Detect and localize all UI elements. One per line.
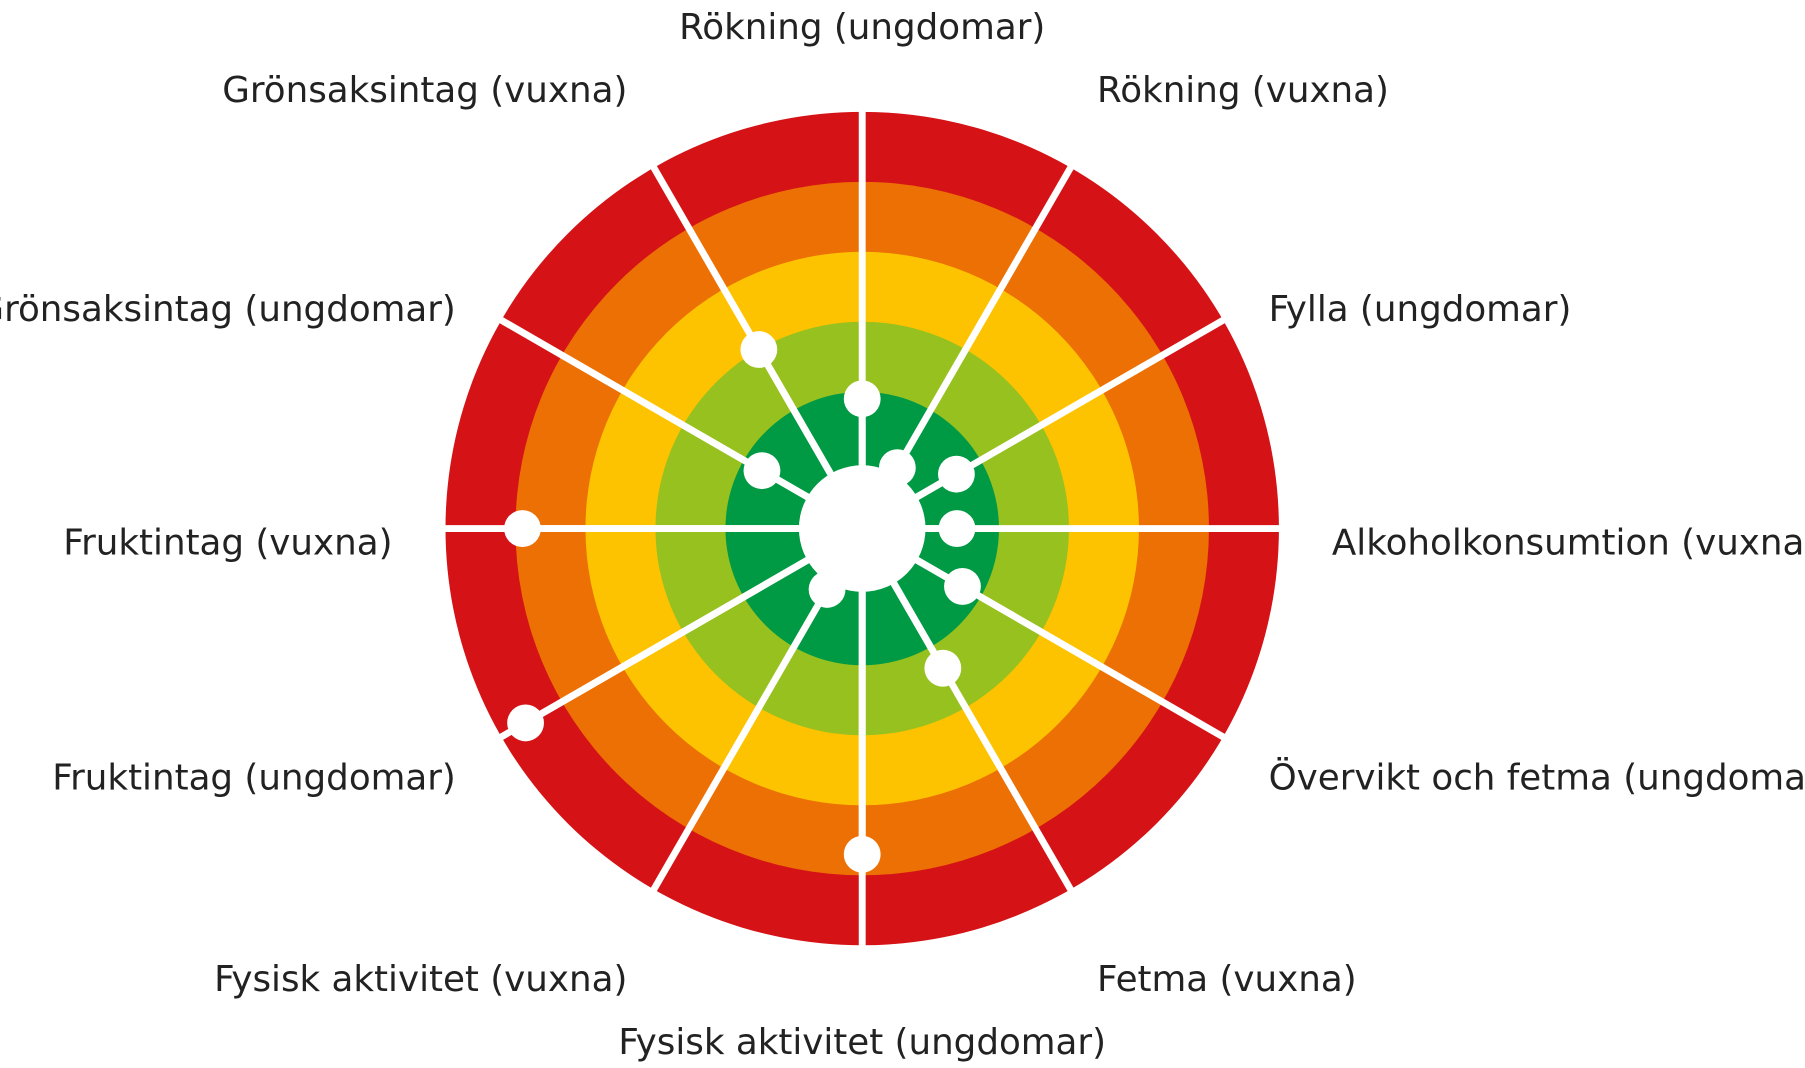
category-label: Fylla (ungdomar) [1269, 289, 1572, 330]
dot [504, 510, 541, 547]
dot [843, 380, 881, 418]
dot [743, 452, 781, 490]
dot [878, 449, 916, 487]
dot [843, 835, 881, 873]
dot [944, 568, 981, 605]
category-label: Fysisk aktivitet (ungdomar) [618, 1022, 1106, 1063]
dot-stem [755, 347, 866, 531]
category-label: Fysisk aktivitet (vuxna) [214, 959, 627, 1000]
dot [924, 649, 962, 687]
dot-stem [860, 525, 965, 590]
category-label: Övervikt och fetma (ungdomar) [1269, 756, 1805, 798]
dot [938, 510, 976, 547]
dot-stem [760, 467, 864, 532]
dot [808, 570, 846, 608]
category-label: Alkoholkonsumtion (vuxna) [1332, 523, 1805, 564]
dot [507, 704, 544, 742]
category-label: Fetma (vuxna) [1097, 959, 1357, 1000]
category-label: Grönsaksintag (vuxna) [222, 70, 627, 111]
dot-stem [859, 526, 946, 670]
category-label: Rökning (vuxna) [1097, 70, 1389, 111]
dot [937, 455, 975, 493]
category-label: Fruktintag (ungdomar) [52, 757, 456, 798]
category-label: Rökning (ungdomar) [679, 7, 1045, 48]
dot [740, 331, 778, 368]
dot-stem [523, 525, 864, 726]
category-label: Fruktintag (vuxna) [63, 523, 392, 564]
category-label: Grönsaksintag (ungdomar) [0, 289, 456, 330]
